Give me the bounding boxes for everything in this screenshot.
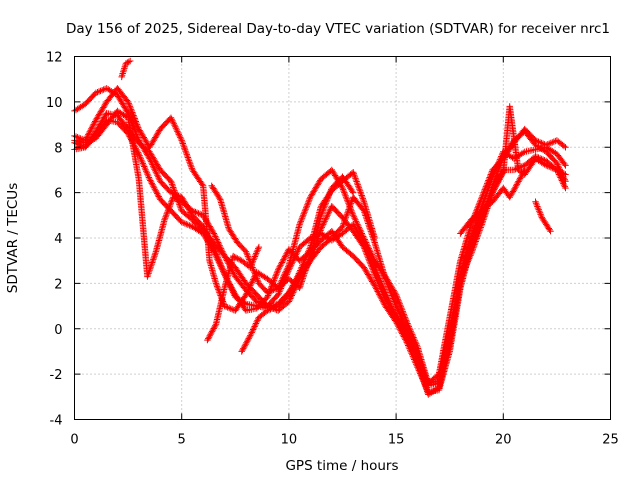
x-axis-tick-labels: 0 5 10 15 20 25 — [70, 433, 618, 448]
chart-title: Day 156 of 2025, Sidereal Day-to-day VTE… — [66, 21, 610, 37]
y-tick-label: 4 — [54, 232, 62, 247]
y-tick-label: 10 — [46, 96, 63, 111]
y-axis-label: SDTVAR / TECUs — [5, 183, 21, 293]
gridlines — [74, 56, 611, 420]
y-tick-label: -2 — [50, 368, 63, 383]
series-markers — [204, 243, 263, 344]
series-s11 — [532, 198, 554, 235]
x-tick-label: 25 — [602, 433, 619, 448]
x-tick-label: 15 — [388, 433, 405, 448]
data-points — [71, 57, 569, 398]
y-tick-label: 0 — [54, 323, 62, 338]
series-s6 — [118, 57, 134, 81]
x-tick-label: 0 — [70, 433, 78, 448]
series-markers — [457, 166, 528, 237]
series-s10 — [457, 166, 528, 237]
x-tick-label: 10 — [281, 433, 298, 448]
axis-ticks — [74, 56, 611, 420]
y-tick-label: 8 — [54, 141, 62, 156]
x-axis-label: GPS time / hours — [285, 458, 398, 474]
y-tick-label: -4 — [50, 414, 63, 429]
y-tick-label: 2 — [54, 277, 62, 292]
series-s9 — [208, 173, 357, 296]
y-tick-label: 6 — [54, 187, 62, 202]
x-tick-label: 20 — [495, 433, 512, 448]
series-s7 — [204, 243, 263, 344]
series-markers — [208, 173, 357, 296]
series-markers — [118, 57, 134, 81]
y-tick-label: 12 — [46, 51, 63, 66]
y-axis-tick-labels: -4 -2 0 2 4 6 8 10 12 — [46, 51, 63, 429]
series-markers — [532, 198, 554, 235]
x-tick-label: 5 — [178, 433, 186, 448]
